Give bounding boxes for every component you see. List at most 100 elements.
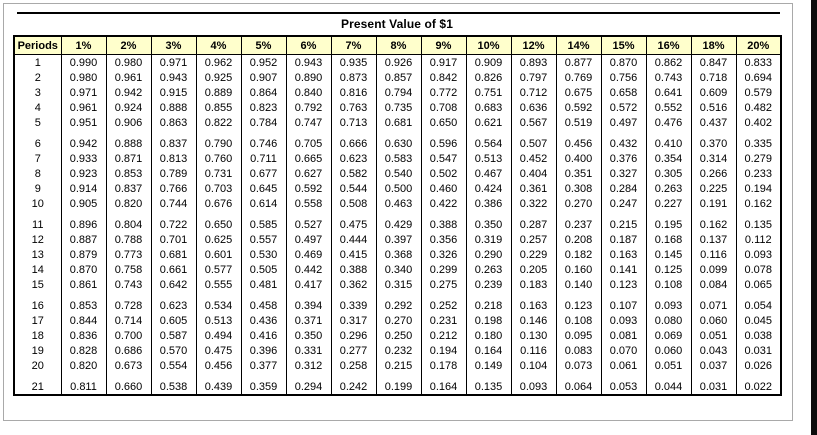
value-cell: 0.758	[105, 262, 152, 277]
value-cell: 0.043	[690, 343, 737, 358]
value-cell: 0.078	[735, 262, 782, 277]
group-spacer-row	[13, 130, 782, 136]
value-cell: 0.247	[600, 196, 647, 211]
value-cell: 0.239	[465, 277, 512, 292]
value-cell: 0.402	[735, 115, 782, 130]
value-cell: 0.820	[60, 358, 107, 373]
value-cell: 0.475	[330, 217, 377, 232]
value-cell: 0.751	[465, 85, 512, 100]
value-cell: 0.266	[690, 166, 737, 181]
value-cell: 0.073	[555, 358, 602, 373]
value-cell: 0.314	[690, 151, 737, 166]
value-cell: 0.943	[150, 70, 197, 85]
value-cell: 0.923	[60, 166, 107, 181]
value-cell: 0.108	[645, 277, 692, 292]
value-cell: 0.252	[420, 298, 467, 313]
value-cell: 0.527	[285, 217, 332, 232]
value-cell: 0.713	[330, 115, 377, 130]
value-cell: 0.705	[285, 136, 332, 151]
value-cell: 0.437	[690, 115, 737, 130]
value-cell: 0.061	[600, 358, 647, 373]
value-cell: 0.971	[150, 54, 197, 70]
value-cell: 0.650	[420, 115, 467, 130]
page-title: Present Value of $1	[341, 17, 453, 31]
value-cell: 0.516	[690, 100, 737, 115]
value-cell: 0.773	[105, 247, 152, 262]
table-row: 11 0.896 0.804 0.722 0.650 0.585 0.527 0.475 0.4…	[13, 217, 782, 232]
value-cell: 0.961	[60, 100, 107, 115]
value-cell: 0.558	[285, 196, 332, 211]
value-cell: 0.853	[60, 298, 107, 313]
table-header: Periods 1% 2% 3% 4% 5% 6% 7% 8% 9% 10% 12% 14% 15% 16%…	[13, 35, 782, 55]
value-cell: 0.792	[285, 100, 332, 115]
value-cell: 0.416	[240, 328, 287, 343]
value-cell: 0.494	[195, 328, 242, 343]
value-cell: 0.356	[420, 232, 467, 247]
value-cell: 0.519	[555, 115, 602, 130]
value-cell: 0.463	[375, 196, 422, 211]
table-row: 12 0.887 0.788 0.701 0.625 0.557 0.497 0.444 0.3…	[13, 232, 782, 247]
header-row: Periods 1% 2% 3% 4% 5% 6% 7% 8% 9% 10% 12% 14% 15% 16%…	[13, 35, 782, 55]
value-cell: 0.833	[735, 54, 782, 70]
value-cell: 0.263	[645, 181, 692, 196]
value-cell: 0.728	[105, 298, 152, 313]
value-cell: 0.641	[645, 85, 692, 100]
header-cell-rate: 3%	[150, 35, 197, 55]
value-cell: 0.686	[105, 343, 152, 358]
value-cell: 0.893	[510, 54, 557, 70]
value-cell: 0.822	[195, 115, 242, 130]
value-cell: 0.513	[465, 151, 512, 166]
value-cell: 0.093	[510, 379, 557, 395]
value-cell: 0.354	[645, 151, 692, 166]
value-cell: 0.460	[420, 181, 467, 196]
value-cell: 0.823	[240, 100, 287, 115]
table-row: 4 0.961 0.924 0.888 0.855 0.823 0.792 0.763 0.73…	[13, 100, 782, 115]
header-cell-periods: Periods	[13, 35, 62, 55]
value-cell: 0.371	[285, 313, 332, 328]
table-row: 16 0.853 0.728 0.623 0.534 0.458 0.394 0.339 0.2…	[13, 298, 782, 313]
period-cell: 3	[13, 85, 62, 100]
value-cell: 0.711	[240, 151, 287, 166]
value-cell: 0.475	[195, 343, 242, 358]
value-cell: 0.714	[105, 313, 152, 328]
value-cell: 0.708	[420, 100, 467, 115]
value-cell: 0.198	[465, 313, 512, 328]
value-cell: 0.601	[195, 247, 242, 262]
value-cell: 0.250	[375, 328, 422, 343]
period-cell: 18	[13, 328, 62, 343]
period-cell: 11	[13, 217, 62, 232]
value-cell: 0.909	[465, 54, 512, 70]
value-cell: 0.547	[420, 151, 467, 166]
value-cell: 0.351	[555, 166, 602, 181]
value-cell: 0.044	[645, 379, 692, 395]
value-cell: 0.026	[735, 358, 782, 373]
value-cell: 0.784	[240, 115, 287, 130]
value-cell: 0.258	[330, 358, 377, 373]
value-cell: 0.095	[555, 328, 602, 343]
value-cell: 0.870	[600, 54, 647, 70]
value-cell: 0.456	[555, 136, 602, 151]
value-cell: 0.218	[465, 298, 512, 313]
value-cell: 0.093	[645, 298, 692, 313]
value-cell: 0.769	[555, 70, 602, 85]
value-cell: 0.772	[420, 85, 467, 100]
value-cell: 0.534	[195, 298, 242, 313]
value-cell: 0.410	[645, 136, 692, 151]
value-cell: 0.743	[645, 70, 692, 85]
value-cell: 0.141	[600, 262, 647, 277]
value-cell: 0.270	[555, 196, 602, 211]
value-cell: 0.826	[465, 70, 512, 85]
value-cell: 0.530	[240, 247, 287, 262]
value-cell: 0.299	[420, 262, 467, 277]
value-cell: 0.544	[330, 181, 377, 196]
value-cell: 0.163	[510, 298, 557, 313]
value-cell: 0.178	[420, 358, 467, 373]
value-cell: 0.694	[735, 70, 782, 85]
period-cell: 13	[13, 247, 62, 262]
value-cell: 0.879	[60, 247, 107, 262]
value-cell: 0.315	[375, 277, 422, 292]
value-cell: 0.205	[510, 262, 557, 277]
value-cell: 0.630	[375, 136, 422, 151]
value-cell: 0.327	[600, 166, 647, 181]
value-cell: 0.045	[735, 313, 782, 328]
